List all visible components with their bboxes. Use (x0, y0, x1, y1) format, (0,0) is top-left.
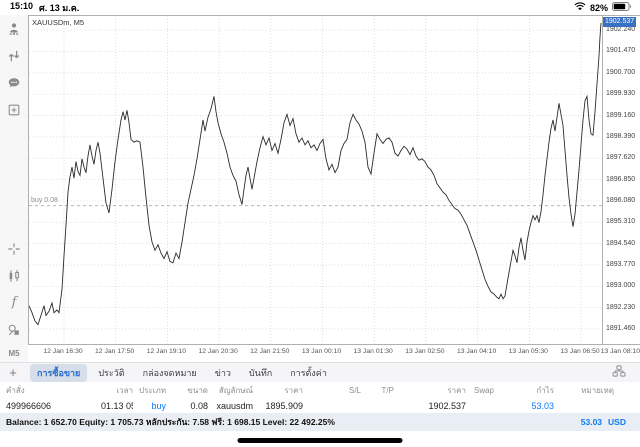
col-header-4[interactable]: สัญลักษณ์ (218, 386, 253, 395)
time-tick-label: 13 Jan 06:50 (560, 348, 600, 355)
price-tick-label: 1898.390 (606, 132, 636, 140)
price-chart-plot[interactable]: XAUUSDm, M5 buy 0.08 (28, 15, 603, 345)
open-position-label: buy 0.08 (31, 196, 58, 204)
chat-icon[interactable] (6, 75, 22, 91)
candlestick-icon[interactable] (6, 268, 22, 284)
chart-symbol-label: XAUUSDm, M5 (32, 18, 85, 27)
open-order-row[interactable]: 499966606 01.13 05:09 buy 0.08 xauusdm 1895.9… (0, 399, 640, 413)
col-header-2[interactable]: ประเภท (139, 386, 166, 395)
account-summary-bar: Balance: 1 652.70 Equity: 1 705.73 หลักป… (0, 413, 640, 431)
price-tick-label: 1896.850 (606, 175, 636, 183)
sort-mode-icon[interactable] (612, 364, 626, 382)
wifi-icon (574, 2, 586, 13)
col-header-6[interactable]: S/L (348, 386, 361, 395)
price-tick-label: 1896.080 (606, 196, 636, 204)
time-tick-label: 12 Jan 20:30 (198, 348, 238, 355)
bottom-tab-bar: + การซื้อขาย ประวัติ กล่องจดหมาย ข่าว บันทึก… (0, 362, 640, 382)
price-tick-label: 1892.230 (606, 303, 636, 311)
col-header-5[interactable]: ราคา (284, 386, 303, 395)
tab-4[interactable]: บันทึก (248, 367, 273, 378)
tab-1[interactable]: ประวัติ (98, 367, 125, 378)
add-order-button[interactable]: + (9, 364, 17, 380)
tab-0[interactable]: การซื้อขาย (30, 363, 88, 382)
price-tick-label: 1900.700 (606, 68, 636, 76)
time-tick-label: 13 Jan 04:10 (456, 348, 497, 355)
price-tick-label: 1894.540 (606, 239, 636, 247)
col-header-8[interactable]: ราคา (447, 386, 466, 395)
left-toolbar: f M5 (0, 15, 28, 362)
ios-status-bar: 15:10 ศ. 13 ม.ค. 82% (0, 0, 640, 15)
cell-3: 0.08 (190, 401, 208, 411)
new-order-icon[interactable] (6, 102, 22, 118)
time-tick-label: 12 Jan 17:50 (95, 348, 135, 355)
timeframe-button[interactable]: M5 (8, 349, 20, 358)
trade-arrows-icon[interactable] (6, 48, 22, 64)
tab-5[interactable]: การตั้งค่า (290, 367, 327, 378)
price-tick-label: 1899.160 (606, 111, 636, 119)
battery-icon (612, 2, 632, 13)
crosshair-icon[interactable] (6, 241, 22, 257)
chart-area[interactable]: XAUUSDm, M5 buy 0.08 1902.537 1902.240 19… (28, 15, 640, 362)
status-date: ศ. 13 ม.ค. (39, 2, 80, 13)
home-indicator[interactable] (237, 438, 403, 443)
battery-percent: 82% (589, 2, 608, 13)
time-axis: 12 Jan 16:30 12 Jan 17:50 12 Jan 19:10 12 J… (28, 346, 640, 361)
clock-time: 15:10 (10, 0, 34, 11)
total-profit-value: 53.03 (580, 417, 603, 427)
tab-3[interactable]: ข่าว (214, 367, 231, 378)
cell-8: 1902.537 (428, 401, 466, 411)
cell-2: buy (151, 401, 166, 411)
price-line-chart (29, 16, 602, 344)
account-currency: USD (608, 417, 626, 427)
account-summary-text: Balance: 1 652.70 Equity: 1 705.73 หลักป… (6, 417, 335, 427)
price-tick-label: 1893.000 (606, 282, 636, 290)
orders-table-header: คำสั่ง เวลา ประเภท ขนาด สัญลักษณ์ ราคา S/L T/P ร… (0, 382, 640, 399)
time-tick-label: 12 Jan 19:10 (146, 348, 187, 355)
price-tick-label: 1902.240 (606, 26, 636, 34)
price-tick-label: 1893.770 (606, 260, 636, 268)
time-tick-label: 12 Jan 16:30 (43, 348, 83, 355)
price-tick-label: 1891.460 (606, 325, 636, 333)
account-icon[interactable] (6, 21, 22, 37)
objects-icon[interactable] (6, 322, 22, 338)
cell-4: xauusdm (216, 401, 253, 411)
col-header-10[interactable]: กำไร (536, 386, 554, 395)
time-tick-label: 13 Jan 00:10 (301, 348, 342, 355)
col-header-9[interactable]: Swap (473, 386, 494, 395)
time-tick-label: 13 Jan 05:30 (508, 348, 548, 355)
tab-2[interactable]: กล่องจดหมาย (142, 367, 197, 378)
cell-5: 1895.909 (265, 401, 303, 411)
col-header-7[interactable]: T/P (381, 386, 394, 395)
col-header-1[interactable]: เวลา (116, 386, 133, 395)
price-series-line (29, 22, 602, 326)
price-tick-label: 1895.310 (606, 218, 636, 226)
time-tick-label: 12 Jan 21:50 (250, 348, 290, 355)
price-tick-label: 1897.620 (606, 154, 636, 162)
indicator-function-icon[interactable]: f (11, 295, 17, 310)
time-tick-label: 13 Jan 02:50 (405, 348, 445, 355)
price-tick-label: 1901.470 (606, 47, 636, 55)
time-tick-label: 13 Jan 01:30 (353, 348, 393, 355)
price-tick-label: 1899.930 (606, 90, 636, 98)
price-axis: 1902.537 1902.240 1901.470 1900.700 1899.93… (603, 15, 640, 345)
cell-10: 53.03 (531, 401, 554, 411)
time-tick-label: 13 Jan 08:10 (600, 348, 640, 355)
cell-0: 499966606 (6, 401, 52, 411)
col-header-11[interactable]: หมายเหตุ (581, 386, 614, 395)
cell-1: 01.13 05:09 (101, 401, 133, 411)
col-header-0[interactable]: คำสั่ง (6, 386, 25, 395)
col-header-3[interactable]: ขนาด (187, 386, 208, 395)
current-price-tag: 1902.537 (603, 16, 637, 27)
trade-tabs: การซื้อขาย ประวัติ กล่องจดหมาย ข่าว บันทึก กา… (30, 363, 334, 382)
